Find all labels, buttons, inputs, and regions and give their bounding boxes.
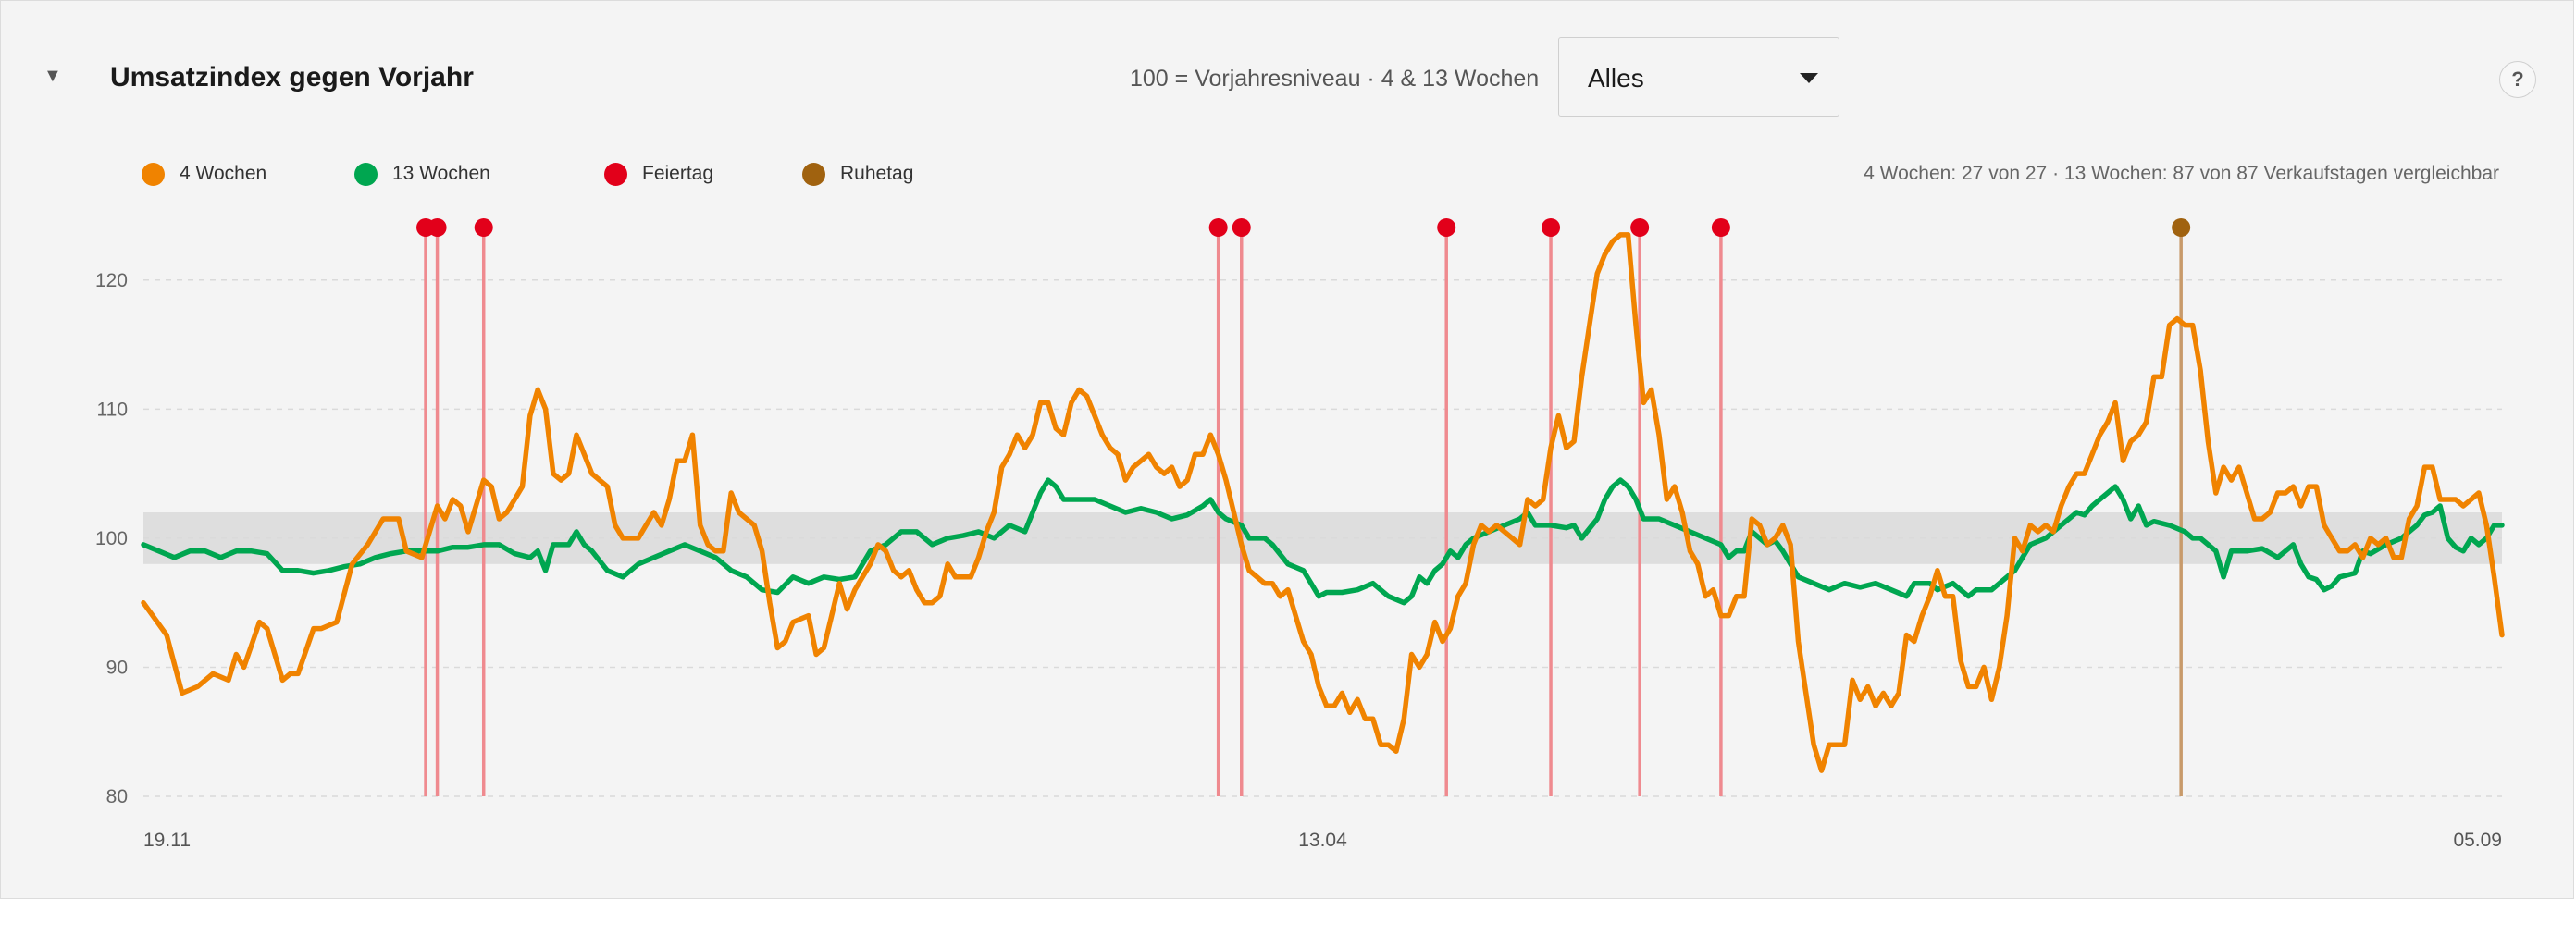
y-tick-label: 120 bbox=[95, 270, 128, 291]
event-marker-feiertag bbox=[427, 218, 447, 237]
legend-label: 13 Wochen bbox=[392, 163, 490, 184]
legend-item-13-wochen[interactable]: 13 Wochen bbox=[354, 160, 490, 188]
event-marker-feiertag bbox=[1437, 218, 1456, 237]
chart-panel: ▼ Umsatzindex gegen Vorjahr 100 = Vorjah… bbox=[0, 0, 2574, 899]
legend-dot-icon bbox=[604, 162, 627, 186]
legend-dot-icon bbox=[354, 162, 378, 186]
legend-item-feiertag[interactable]: Feiertag bbox=[604, 160, 713, 188]
event-marker-ruhetag bbox=[2172, 218, 2191, 237]
event-marker-feiertag bbox=[1711, 218, 1730, 237]
legend-dot-icon bbox=[142, 162, 165, 186]
y-tick-label: 110 bbox=[97, 399, 128, 420]
filter-select-value: Alles bbox=[1588, 64, 1644, 92]
comparability-note: 4 Wochen: 27 von 27 · 13 Wochen: 87 von … bbox=[1864, 163, 2499, 184]
caret-down-icon bbox=[1800, 73, 1818, 83]
legend-label: Feiertag bbox=[642, 163, 714, 184]
help-button[interactable]: ? bbox=[2499, 61, 2536, 98]
event-marker-feiertag bbox=[1630, 218, 1650, 237]
chart-title: Umsatzindex gegen Vorjahr bbox=[110, 62, 474, 92]
event-marker-feiertag bbox=[1542, 218, 1561, 237]
legend-dot-icon bbox=[802, 162, 825, 186]
legend-item-ruhetag[interactable]: Ruhetag bbox=[802, 160, 913, 188]
y-tick-label: 90 bbox=[106, 657, 128, 678]
series-line-13-wochen bbox=[141, 477, 2505, 606]
legend-label: Ruhetag bbox=[840, 163, 914, 184]
event-marker-feiertag bbox=[474, 218, 493, 237]
event-marker-feiertag bbox=[1208, 218, 1228, 237]
legend-item-4-wochen[interactable]: 4 Wochen bbox=[142, 160, 266, 188]
y-tick-label: 100 bbox=[95, 528, 128, 549]
x-tick-label: 13.04 bbox=[1298, 830, 1347, 851]
y-tick-label: 80 bbox=[106, 786, 128, 807]
x-tick-label: 19.11 bbox=[143, 830, 191, 851]
filter-select[interactable]: Alles bbox=[1558, 37, 1839, 117]
legend-label: 4 Wochen bbox=[180, 163, 267, 184]
event-marker-feiertag bbox=[1232, 218, 1251, 237]
x-tick-label: 05.09 bbox=[2453, 830, 2502, 851]
series-line-4-wochen bbox=[141, 232, 2505, 773]
collapse-toggle-icon[interactable]: ▼ bbox=[43, 66, 62, 86]
chart-subtitle: 100 = Vorjahresniveau · 4 & 13 Wochen bbox=[1130, 66, 1540, 92]
line-chart: 80 90 100 110 120 19.11 13.04 05.09 bbox=[95, 218, 2505, 851]
